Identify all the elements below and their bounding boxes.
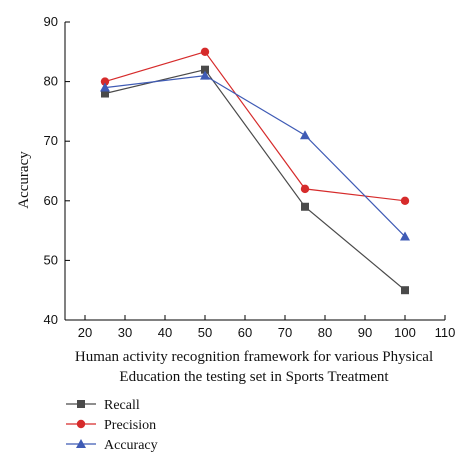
legend-marker-recall [77, 400, 85, 408]
x-tick-label: 60 [238, 325, 252, 340]
x-axis-title-line-2: Education the testing set in Sports Trea… [119, 369, 389, 385]
x-tick-label: 30 [118, 325, 132, 340]
legend-label-recall: Recall [104, 398, 140, 413]
series-recall [101, 65, 409, 295]
data-point-accuracy [100, 82, 110, 92]
data-point-accuracy [400, 231, 410, 241]
y-tick-label: 90 [44, 14, 58, 29]
y-tick-label: 80 [44, 74, 58, 89]
axis-titles: Accuracy Human activity recognition fram… [16, 151, 433, 385]
x-tick-label: 100 [394, 325, 416, 340]
legend-label-precision: Precision [104, 418, 156, 433]
x-tick-label: 70 [278, 325, 292, 340]
x-axis-title-line-1: Human activity recognition framework for… [75, 349, 433, 365]
legend-marker-precision [76, 419, 86, 429]
y-tick-label: 50 [44, 252, 58, 267]
series-precision [100, 47, 410, 205]
data-point-precision [400, 196, 410, 205]
legend-item-accuracy: Accuracy [66, 438, 158, 453]
series-accuracy [100, 70, 410, 241]
axes: 40 50 60 70 80 90 20 30 40 50 60 70 80 90 100 110 [44, 14, 456, 340]
x-tick-label: 110 [435, 325, 456, 340]
legend-item-precision: Precision [66, 418, 156, 433]
data-point-recall [101, 89, 109, 98]
data-point-recall [201, 65, 209, 74]
data-point-precision [100, 77, 110, 86]
x-tick-label: 90 [358, 325, 372, 340]
series-line-accuracy [104, 74, 406, 238]
series-layer [100, 47, 410, 295]
x-tick-label: 50 [198, 325, 212, 340]
data-point-precision [200, 47, 210, 56]
data-point-precision [300, 184, 310, 194]
data-point-recall [301, 202, 309, 211]
x-tick-label: 40 [158, 325, 172, 340]
legend-marker-accuracy [76, 439, 86, 448]
y-axis-title: Accuracy [16, 151, 32, 209]
y-tick-label: 40 [44, 312, 58, 327]
x-tick-label: 20 [78, 325, 92, 340]
y-tick-label: 60 [44, 193, 58, 208]
series-line-recall [104, 69, 406, 291]
data-point-accuracy [200, 70, 210, 80]
legend-label-accuracy: Accuracy [104, 438, 158, 453]
series-line-precision [104, 51, 406, 202]
data-point-accuracy [300, 130, 310, 140]
x-tick-label: 80 [318, 325, 332, 340]
legend: Recall Precision Accuracy [66, 398, 158, 453]
y-tick-label: 70 [44, 133, 58, 148]
legend-item-recall: Recall [66, 398, 140, 413]
data-point-recall [401, 286, 409, 295]
